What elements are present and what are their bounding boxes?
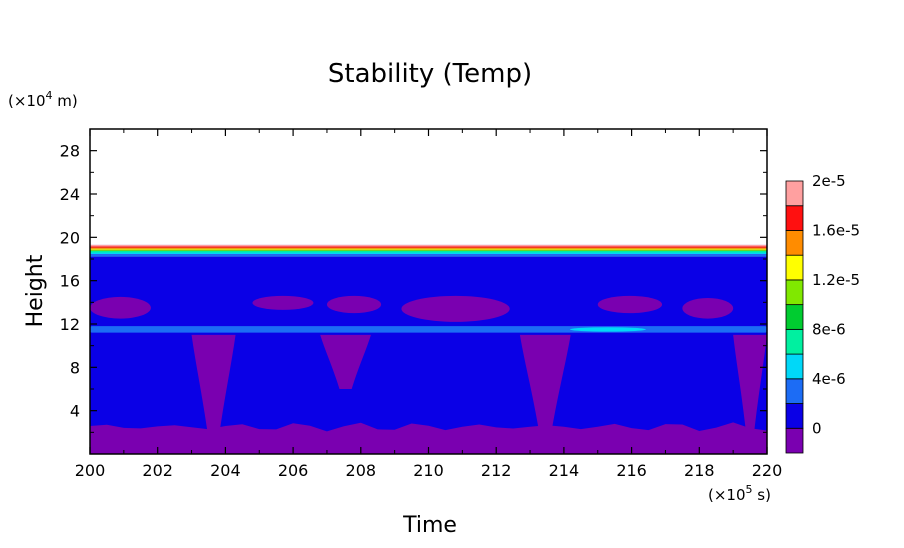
colorbar-label: 2e-5 <box>812 172 846 190</box>
x-tick-label: 206 <box>278 461 309 480</box>
x-tick-label: 202 <box>142 461 173 480</box>
x-tick-label: 210 <box>413 461 444 480</box>
y-axis-label: Height <box>23 254 48 327</box>
tropopause-band-4 <box>90 249 767 251</box>
colorbar-labels: 0 4e-6 8e-6 1.2e-5 1.6e-5 2e-5 <box>812 172 860 437</box>
patch-13km-0 <box>90 296 151 319</box>
plume-2 <box>519 334 571 433</box>
y-tick-label: 4 <box>70 402 80 421</box>
stable-layer-12km <box>90 326 767 333</box>
tropopause-band-6 <box>90 252 767 255</box>
patch-13km-5 <box>682 298 734 319</box>
colorbar-swatch-0 <box>785 427 804 454</box>
x-tick-label: 214 <box>549 461 580 480</box>
stable-layer-peak <box>569 327 646 332</box>
contour-field <box>90 129 767 454</box>
x-axis: 200 202 204 206 208 210 212 214 216 218 220 <box>75 129 783 480</box>
x-tick-label: 220 <box>752 461 783 480</box>
colorbar-label: 1.2e-5 <box>812 271 860 289</box>
x-tick-label: 200 <box>75 461 106 480</box>
colorbar-swatch-8 <box>785 230 804 256</box>
x-axis-label: Time <box>402 513 457 538</box>
y-tick-label: 8 <box>70 358 80 377</box>
tropopause-band-5 <box>90 250 767 253</box>
x-tick-label: 208 <box>346 461 377 480</box>
y-tick-label: 16 <box>60 272 80 291</box>
y-tick-label: 24 <box>60 185 80 204</box>
plume-0 <box>191 334 236 438</box>
colorbar-swatch-7 <box>785 254 804 281</box>
y-tick-label: 20 <box>60 228 80 247</box>
colorbar-label: 1.6e-5 <box>812 221 860 239</box>
tropopause-band-7 <box>90 254 767 257</box>
colorbar-label: 4e-6 <box>812 370 846 388</box>
colorbar-swatch-9 <box>785 205 804 231</box>
chart-title: Stability (Temp) <box>328 59 532 89</box>
colorbar-swatch-4 <box>785 328 804 355</box>
colorbar-swatch-1 <box>785 403 804 429</box>
patch-13km-1 <box>252 295 314 310</box>
plume-3 <box>733 334 767 433</box>
tropopause-band-1 <box>90 246 767 248</box>
colorbar-swatch-5 <box>785 304 804 330</box>
tropopause-band-0 <box>90 244 767 247</box>
plot-frame <box>89 128 768 455</box>
x-tick-label: 218 <box>684 461 715 480</box>
colorbar-swatch-6 <box>785 279 804 306</box>
region-neutral-band <box>90 256 767 432</box>
y-axis: 4 8 12 16 20 24 28 <box>60 142 767 433</box>
region-above-top <box>90 129 767 245</box>
patch-13km-4 <box>597 295 663 314</box>
plume-1 <box>320 334 371 389</box>
patch-13km-2 <box>326 295 382 314</box>
patch-13km-3 <box>401 295 510 322</box>
x-tick-label: 204 <box>210 461 241 480</box>
y-tick-label: 12 <box>60 315 80 334</box>
x-tick-label: 216 <box>616 461 647 480</box>
colorbar <box>785 180 804 454</box>
y-unit-note: (×104 m) <box>8 89 78 110</box>
colorbar-label: 0 <box>812 419 822 437</box>
colorbar-label: 8e-6 <box>812 320 846 338</box>
x-tick-label: 212 <box>481 461 512 480</box>
tropopause-band-2 <box>90 247 767 249</box>
tropopause-band-3 <box>90 248 767 250</box>
colorbar-swatch-10 <box>785 180 804 207</box>
colorbar-swatch-3 <box>785 353 804 380</box>
colorbar-swatch-2 <box>785 378 804 404</box>
x-unit-note: (×105 s) <box>708 483 771 504</box>
y-tick-label: 28 <box>60 142 80 161</box>
